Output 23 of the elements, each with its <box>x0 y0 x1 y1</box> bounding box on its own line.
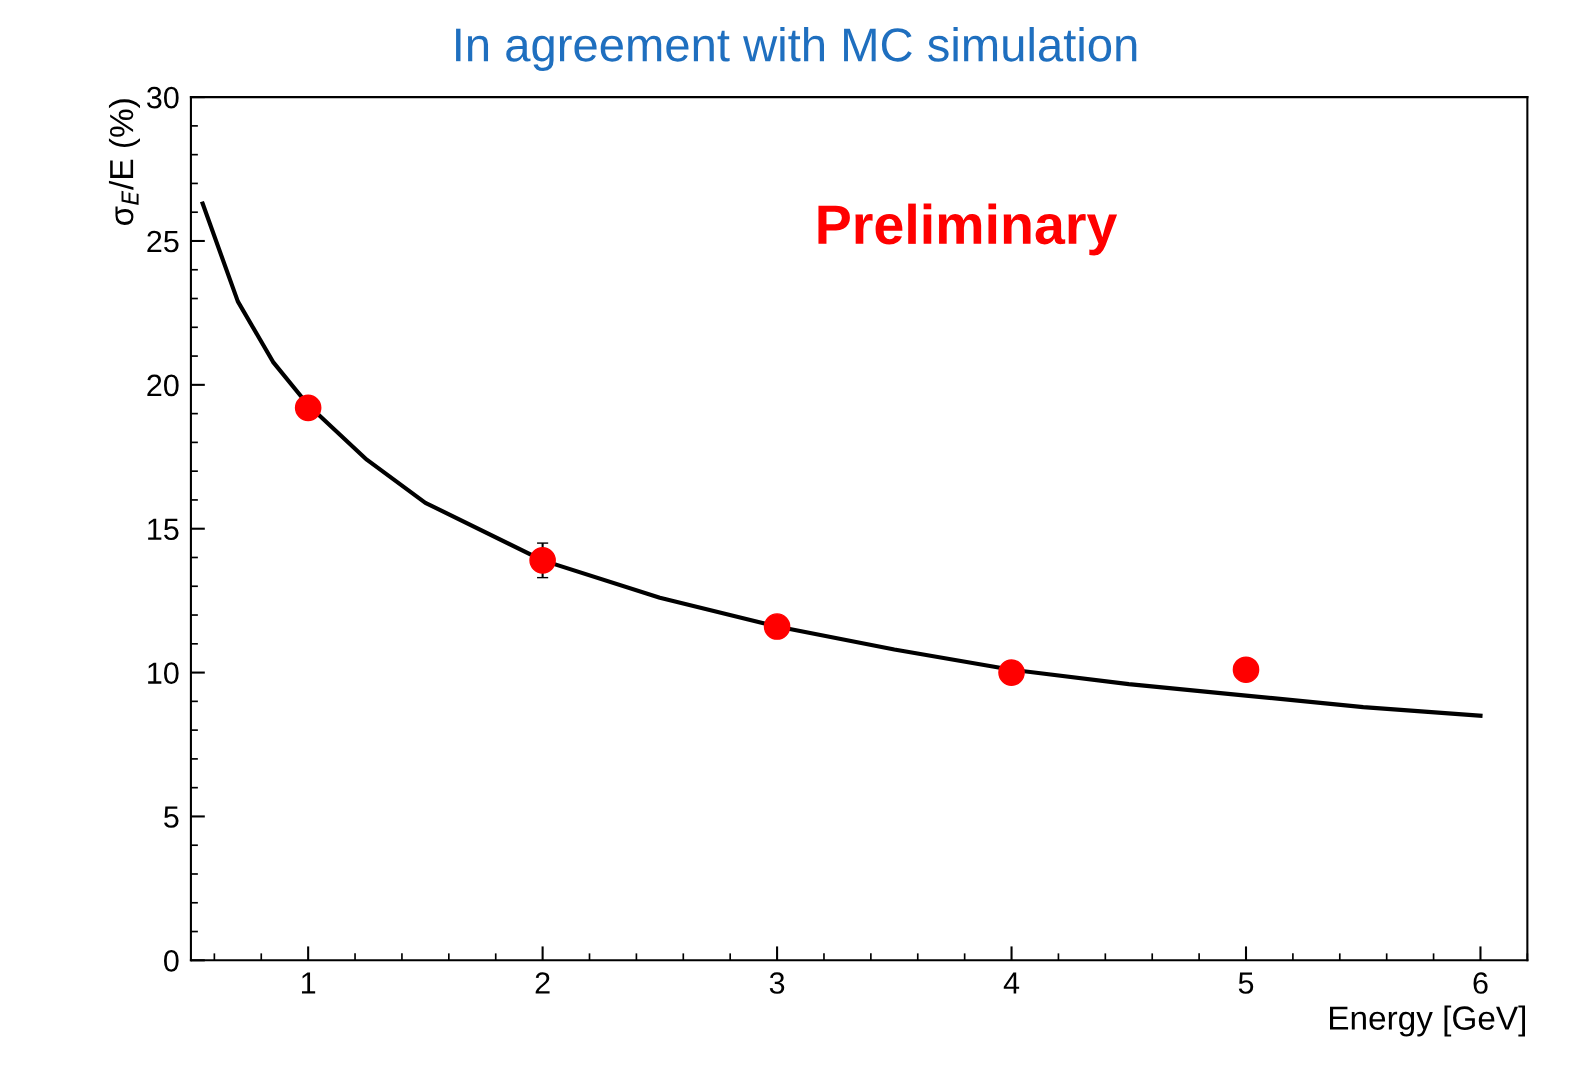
point <box>529 547 556 574</box>
y-axis-title: σ$_{E}$/E (%) <box>108 99 140 226</box>
point <box>998 659 1025 686</box>
annotation: Preliminary <box>818 203 1118 256</box>
line-series <box>200 201 1483 718</box>
point <box>763 613 791 640</box>
x-tick-label: 3 <box>769 972 785 994</box>
point <box>1232 656 1260 684</box>
y-tick-label: 0 <box>164 950 179 972</box>
point <box>294 394 322 422</box>
x-axis-title: Energy [GeV] <box>1330 1005 1525 1037</box>
y-tick-label: 20 <box>147 374 179 397</box>
y-tick-label: 25 <box>147 230 179 253</box>
y-tick-label: 15 <box>148 518 179 541</box>
x-tick-label: 1 <box>301 972 316 994</box>
x-tick-label: 6 <box>1473 972 1488 994</box>
y-tick-label: 5 <box>164 806 179 828</box>
y-tick-label: 30 <box>146 86 179 109</box>
x-tick-label: 4 <box>1003 972 1020 994</box>
x-tick-label: 2 <box>535 972 550 994</box>
y-tick-label: 10 <box>148 662 179 684</box>
x-tick-label: 5 <box>1238 972 1254 994</box>
chart-title: In agreement with MC simulation <box>456 26 1137 71</box>
